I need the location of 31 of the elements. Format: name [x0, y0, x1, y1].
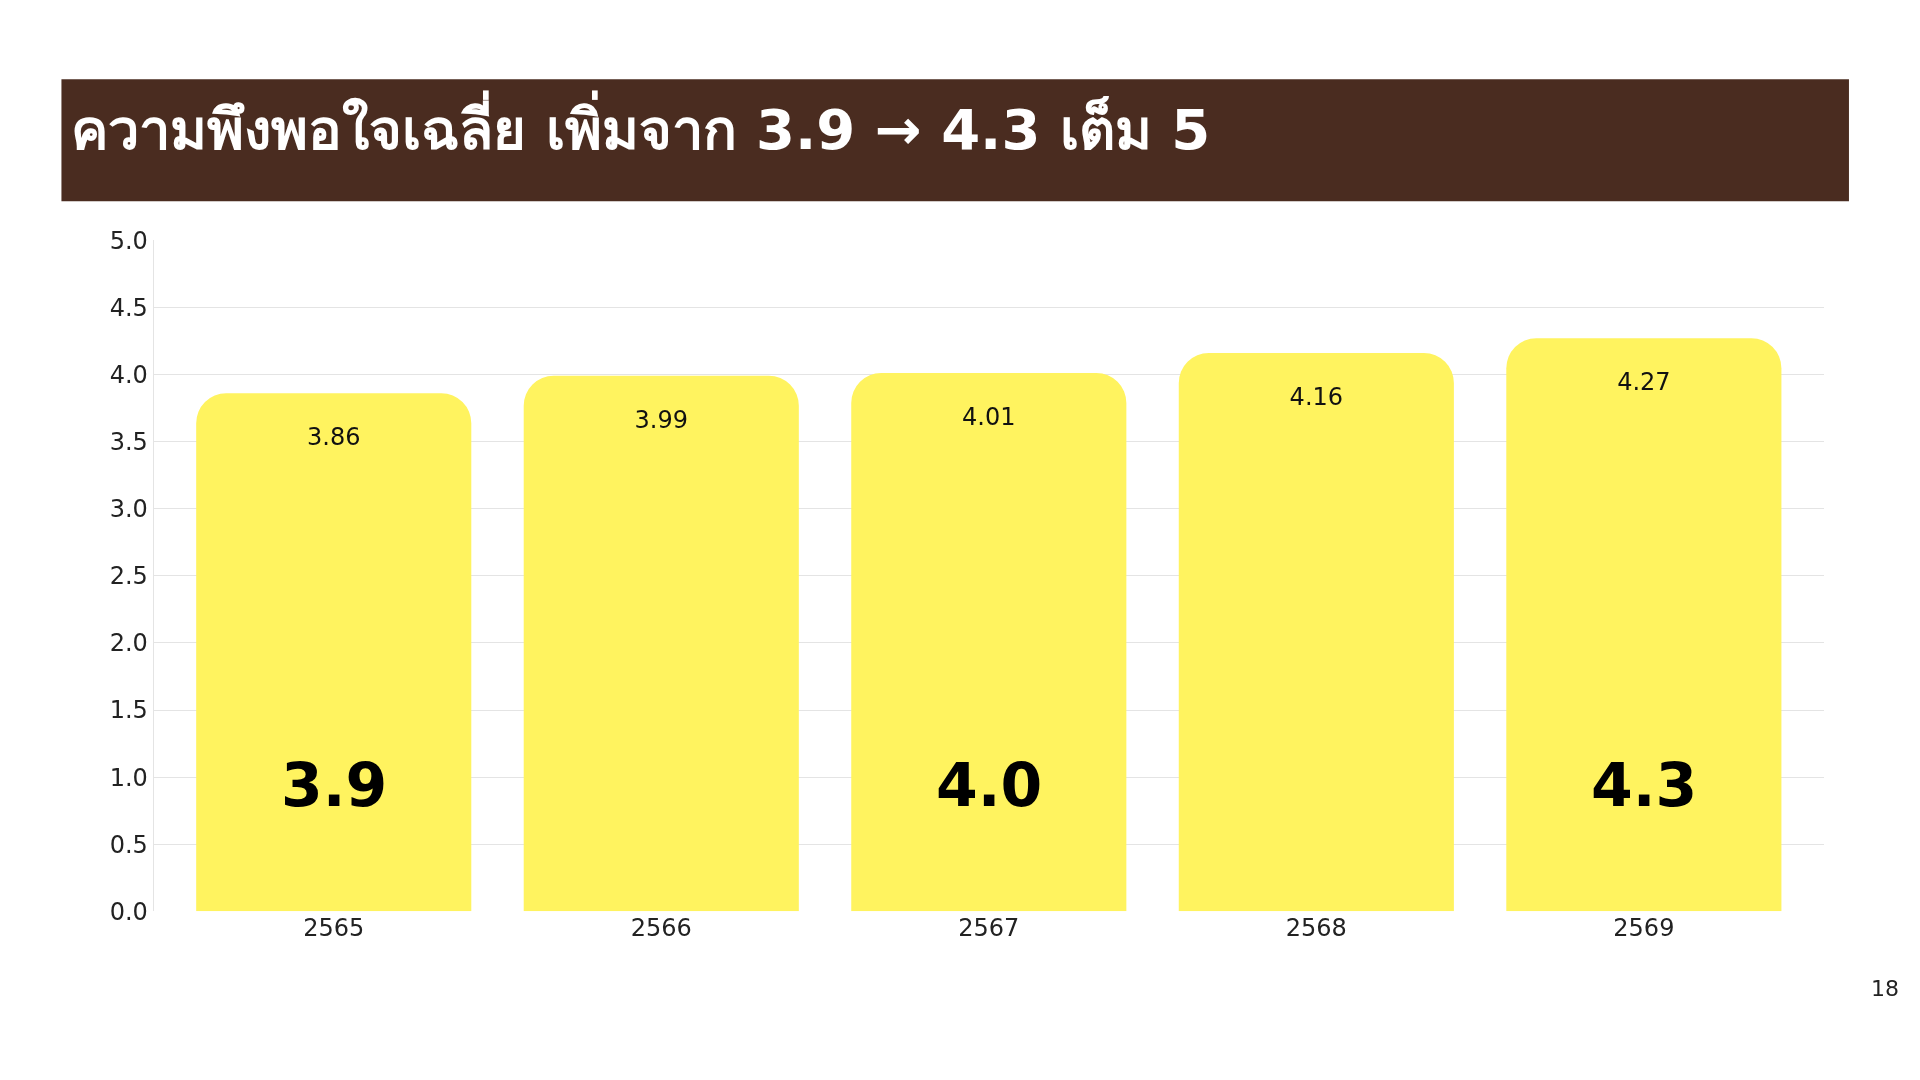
text: 18: [1871, 976, 1899, 1001]
text: 0.5: [109, 830, 148, 859]
x-tick-label: 2566: [630, 914, 692, 943]
text: 2.5: [109, 562, 148, 591]
annotation: 4.0: [936, 750, 1043, 820]
x-tick-label: 2568: [1285, 914, 1347, 943]
bar: [196, 393, 472, 912]
text: 3.0: [109, 495, 148, 524]
text: 4.0: [109, 360, 148, 389]
x-tick-label: 2567: [958, 914, 1020, 943]
x-tick-label: 2565: [303, 914, 365, 943]
x-tick-label: 2569: [1613, 914, 1675, 943]
text: 3.5: [109, 427, 148, 456]
text: 1.5: [109, 696, 148, 725]
text: 1.0: [109, 763, 148, 792]
data-label: 4.16: [1289, 382, 1344, 411]
chart-title: ความพึงพอใจเฉลี่ย เพิ่มจาก 3.9 → 4.3 เต็ม 5: [71, 90, 1211, 163]
bar: [523, 375, 799, 912]
bar: [1178, 352, 1454, 912]
data-label: 3.99: [634, 405, 688, 434]
text: 4.5: [109, 293, 148, 322]
text: 2.0: [109, 629, 148, 658]
text: 5.0: [109, 226, 148, 255]
text: 0.0: [109, 897, 148, 926]
data-label: 4.27: [1617, 368, 1671, 397]
annotation: 3.9: [281, 750, 388, 820]
bar: [851, 373, 1127, 912]
data-label: 4.01: [962, 403, 1016, 432]
annotation: 4.3: [1591, 750, 1698, 820]
bar: [1506, 338, 1782, 912]
data-label: 3.86: [307, 423, 361, 452]
